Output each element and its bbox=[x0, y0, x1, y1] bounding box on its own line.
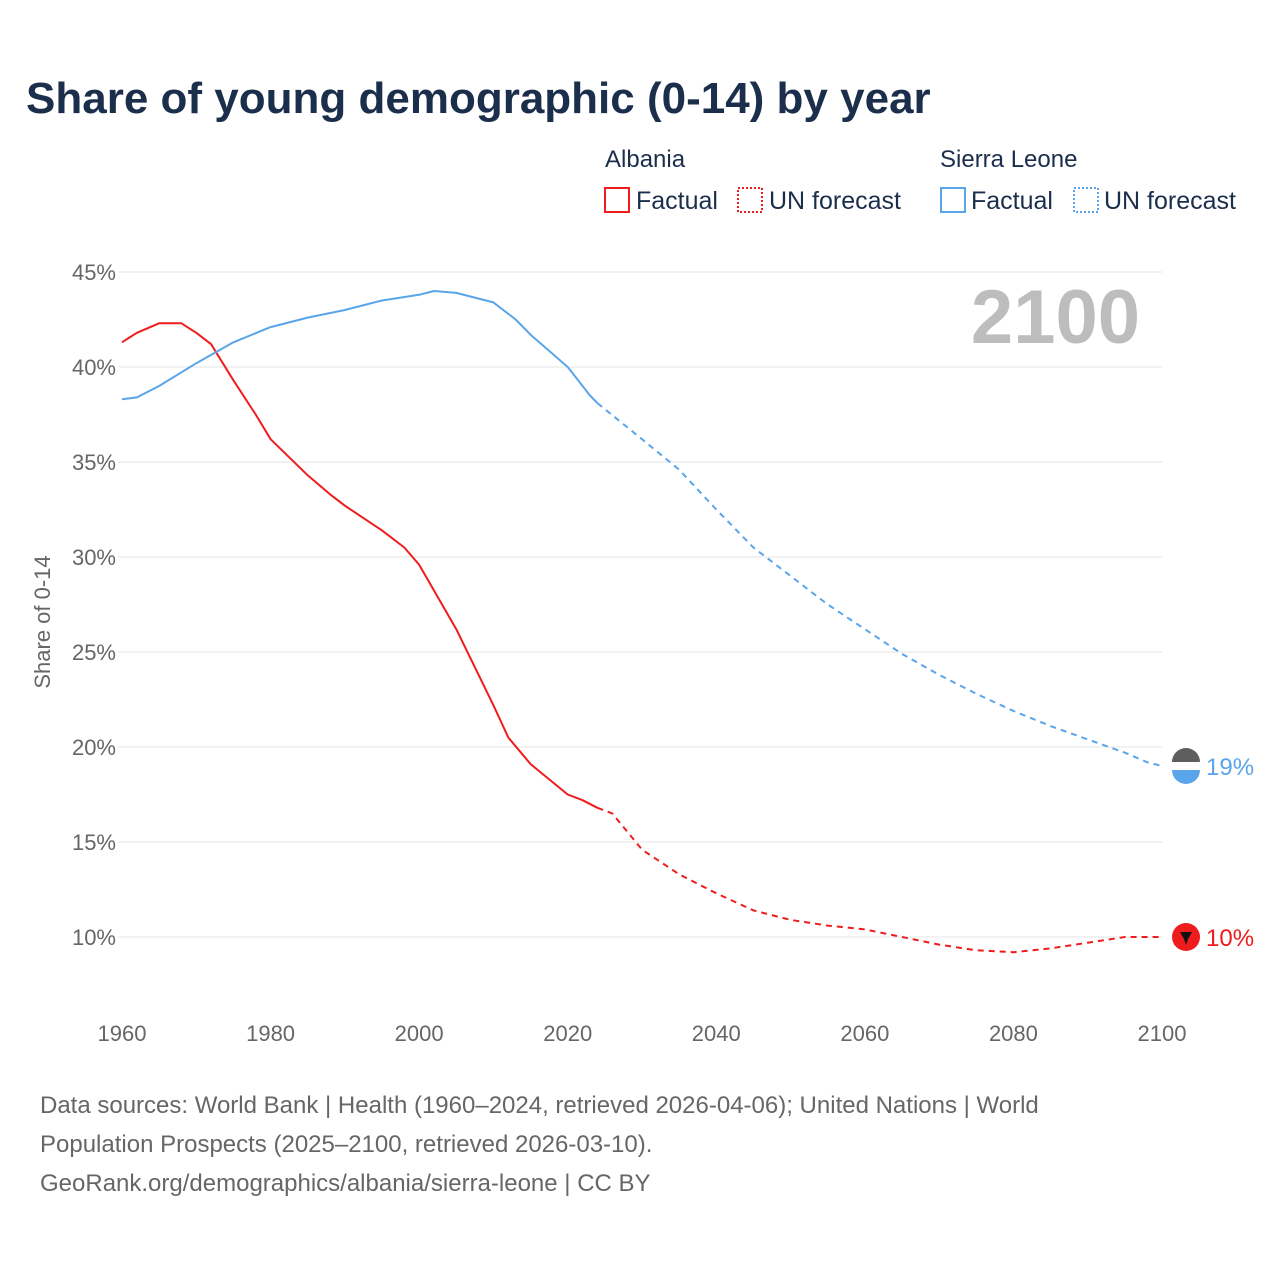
year-label: 2100 bbox=[971, 275, 1140, 360]
y-axis: 10% 15% 20% 25% 30% 35% 40% 45% bbox=[72, 260, 116, 950]
legend-swatch-sierra-leone-forecast bbox=[1073, 187, 1099, 213]
y-axis-label: Share of 0-14 bbox=[30, 555, 55, 688]
y-tick-label: 40% bbox=[72, 355, 116, 380]
source-line-1: Data sources: World Bank | Health (1960–… bbox=[40, 1092, 1039, 1119]
legend-swatch-albania-factual bbox=[604, 187, 630, 213]
legend-swatch-albania-forecast bbox=[737, 187, 763, 213]
y-tick-label: 25% bbox=[72, 640, 116, 665]
x-axis: 1960 1980 2000 2020 2040 2060 2080 2100 bbox=[98, 1021, 1187, 1046]
chart-title: Share of young demographic (0-14) by yea… bbox=[26, 74, 931, 123]
x-tick-label: 2100 bbox=[1138, 1021, 1187, 1046]
sierra-leone-flag-stripe bbox=[1172, 748, 1200, 762]
legend-group-albania: Albania bbox=[605, 146, 686, 173]
x-tick-label: 2020 bbox=[543, 1021, 592, 1046]
y-tick-label: 20% bbox=[72, 735, 116, 760]
x-tick-label: 2040 bbox=[692, 1021, 741, 1046]
x-tick-label: 1960 bbox=[98, 1021, 147, 1046]
legend-albania-factual[interactable]: Factual bbox=[636, 187, 718, 215]
x-tick-label: 2000 bbox=[395, 1021, 444, 1046]
x-tick-label: 2060 bbox=[840, 1021, 889, 1046]
sierra-leone-flag-stripe bbox=[1172, 770, 1200, 784]
sierra-leone-end-label: 19% bbox=[1206, 754, 1254, 781]
legend: Albania Factual UN forecast Sierra Leone… bbox=[604, 146, 1236, 215]
end-labels: 19% 10% bbox=[1172, 748, 1254, 952]
legend-albania-forecast[interactable]: UN forecast bbox=[769, 187, 901, 215]
source-line-2: Population Prospects (2025–2100, retriev… bbox=[40, 1131, 652, 1158]
albania-end-label: 10% bbox=[1206, 925, 1254, 952]
legend-sierra-leone-forecast[interactable]: UN forecast bbox=[1104, 187, 1236, 215]
albania-eagle-icon bbox=[1180, 932, 1192, 945]
y-tick-label: 10% bbox=[72, 925, 116, 950]
x-tick-label: 2080 bbox=[989, 1021, 1038, 1046]
legend-sierra-leone-factual[interactable]: Factual bbox=[971, 187, 1053, 215]
legend-swatch-sierra-leone-factual bbox=[940, 187, 966, 213]
y-tick-label: 15% bbox=[72, 830, 116, 855]
sierra-leone-factual-line bbox=[121, 290, 599, 404]
grid bbox=[118, 271, 1162, 938]
x-tick-label: 1980 bbox=[246, 1021, 295, 1046]
albania-forecast-line bbox=[597, 806, 1162, 954]
source-line-3[interactable]: GeoRank.org/demographics/albania/sierra-… bbox=[40, 1170, 651, 1197]
series-lines bbox=[121, 290, 1163, 954]
legend-group-sierra-leone: Sierra Leone bbox=[940, 146, 1077, 173]
y-tick-label: 45% bbox=[72, 260, 116, 285]
albania-factual-line bbox=[121, 322, 598, 809]
sierra-leone-forecast-line bbox=[596, 402, 1163, 767]
y-tick-label: 35% bbox=[72, 450, 116, 475]
y-tick-label: 30% bbox=[72, 545, 116, 570]
